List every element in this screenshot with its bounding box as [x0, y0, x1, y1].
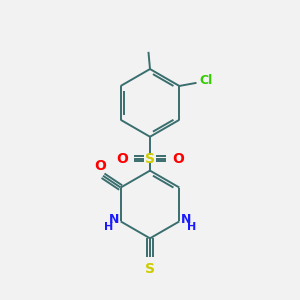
Text: O: O [116, 152, 128, 166]
Text: H: H [187, 222, 196, 232]
Text: Cl: Cl [199, 74, 213, 87]
Text: H: H [104, 222, 113, 232]
Text: N: N [181, 213, 191, 226]
Text: O: O [94, 159, 106, 173]
Text: N: N [109, 213, 119, 226]
Text: S: S [145, 152, 155, 166]
Text: S: S [145, 262, 155, 276]
Text: O: O [172, 152, 184, 166]
